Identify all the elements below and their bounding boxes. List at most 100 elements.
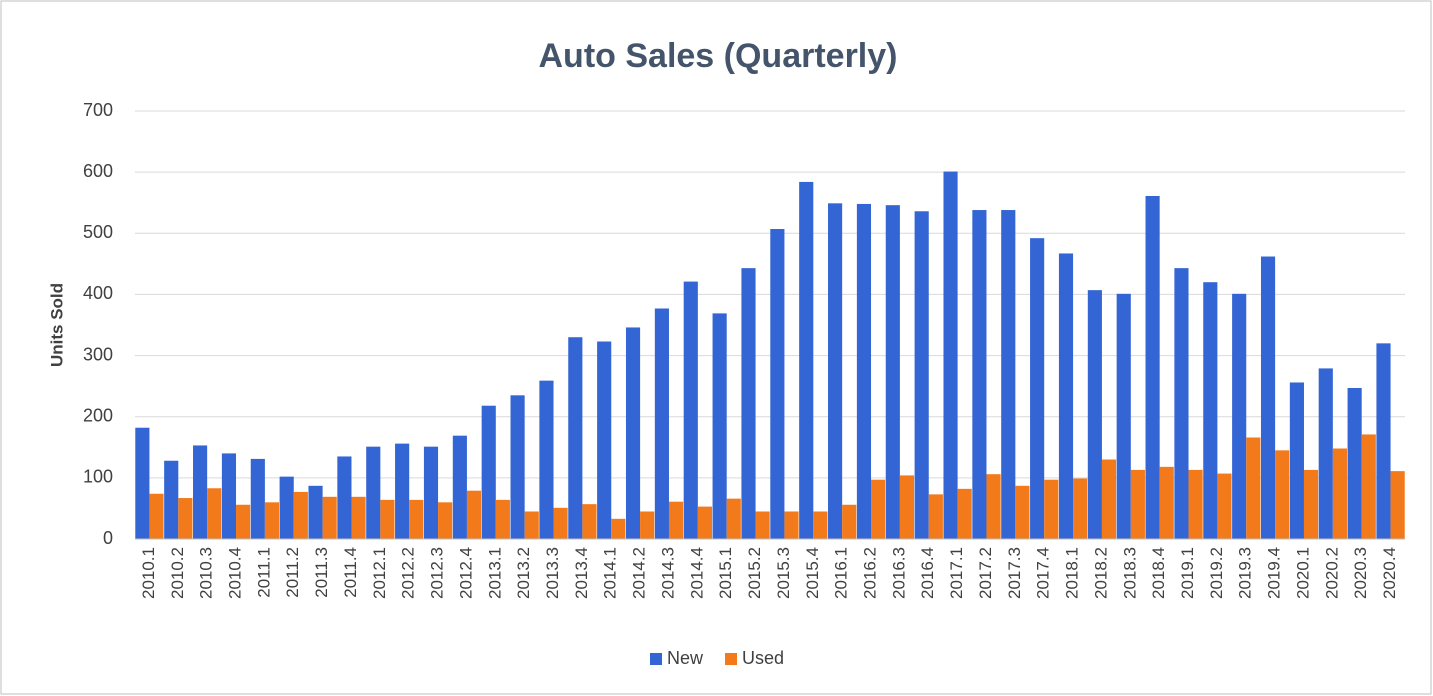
bar: [640, 511, 655, 539]
bar: [193, 445, 208, 539]
bar: [1130, 469, 1145, 539]
x-tick-label: 2010.4: [226, 547, 245, 599]
bar: [1303, 469, 1319, 539]
bar: [726, 498, 741, 539]
bar: [495, 499, 510, 539]
x-tick-label: 2017.3: [1005, 547, 1024, 599]
x-tick-label: 2018.1: [1063, 547, 1082, 599]
bar: [784, 511, 799, 539]
bar: [524, 511, 539, 539]
bar: [1174, 268, 1189, 539]
bar: [799, 181, 814, 539]
x-tick-label: 2012.2: [399, 547, 418, 599]
x-tick-label: 2019.3: [1236, 547, 1255, 599]
bar: [481, 405, 496, 539]
x-tick-label: 2010.1: [139, 547, 158, 599]
bar: [755, 511, 770, 539]
x-tick-label: 2016.1: [832, 547, 851, 599]
x-tick-label: 2014.1: [601, 547, 620, 599]
bar: [1347, 387, 1362, 539]
legend-label: New: [667, 648, 704, 668]
bar: [322, 496, 337, 539]
bar: [1087, 290, 1102, 539]
x-tick-label: 2011.4: [341, 547, 360, 598]
y-tick-label: 400: [83, 283, 113, 303]
bar: [1246, 437, 1261, 539]
bar: [1044, 479, 1059, 539]
x-tick-label: 2018.2: [1091, 547, 1110, 599]
legend-label: Used: [742, 648, 784, 668]
x-tick-label: 2017.4: [1034, 547, 1053, 599]
bar: [712, 313, 727, 539]
bar: [308, 485, 323, 539]
bar: [668, 501, 684, 539]
bar: [1217, 473, 1232, 539]
bar: [1073, 478, 1088, 539]
x-tick-label: 2017.1: [947, 547, 966, 599]
bar: [741, 268, 756, 539]
x-tick-label: 2011.2: [283, 547, 302, 598]
bar: [395, 443, 410, 539]
bar: [178, 498, 193, 539]
bar: [1159, 466, 1174, 539]
bar: [438, 502, 453, 539]
bar: [264, 502, 280, 539]
x-tick-label: 2013.1: [485, 547, 504, 599]
bar: [914, 211, 929, 539]
y-tick-label: 100: [83, 467, 113, 487]
bar: [221, 453, 237, 539]
x-tick-label: 2020.3: [1351, 547, 1370, 599]
bar: [986, 474, 1001, 539]
bar: [1116, 293, 1131, 539]
bar: [452, 435, 467, 539]
x-tick-label: 2016.2: [861, 547, 880, 599]
bar: [625, 327, 641, 539]
bar: [164, 460, 179, 539]
bar: [1260, 256, 1276, 539]
bar: [1188, 469, 1203, 539]
bar: [582, 504, 597, 539]
x-tick-label: 2018.3: [1120, 547, 1139, 599]
bar: [135, 427, 150, 539]
bar: [597, 341, 612, 539]
bar: [207, 488, 222, 539]
bar: [539, 380, 554, 539]
bar: [899, 475, 915, 539]
bar: [683, 281, 698, 539]
bar: [279, 476, 294, 539]
bar: [466, 490, 482, 539]
bar: [1332, 448, 1347, 539]
bar: [1390, 471, 1405, 539]
y-tick-label: 700: [83, 100, 113, 120]
bar: [871, 479, 886, 539]
bar: [149, 493, 164, 539]
x-tick-label: 2015.3: [774, 547, 793, 599]
y-tick-label: 200: [83, 405, 113, 425]
x-tick-label: 2013.4: [572, 547, 591, 599]
bar: [1376, 343, 1391, 539]
y-tick-label: 300: [83, 344, 113, 364]
x-tick-label: 2015.4: [803, 547, 822, 599]
bar: [337, 456, 352, 539]
chart-title: Auto Sales (Quarterly): [539, 37, 898, 75]
bar: [423, 446, 439, 539]
bar: [1030, 238, 1045, 540]
bar: [553, 507, 568, 539]
bar: [409, 499, 424, 539]
x-tick-label: 2013.2: [514, 547, 533, 599]
x-tick-label: 2020.4: [1380, 547, 1399, 599]
y-axis-label: Units Sold: [47, 283, 66, 367]
bar: [697, 506, 712, 539]
y-tick-label: 500: [83, 222, 113, 242]
x-tick-label: 2017.2: [976, 547, 995, 599]
x-tick-label: 2010.2: [168, 547, 187, 599]
x-tick-label: 2014.2: [630, 547, 649, 599]
bar: [828, 203, 843, 539]
bar: [957, 488, 972, 539]
bar: [813, 511, 828, 539]
bar: [928, 494, 943, 539]
x-tick-label: 2011.3: [312, 547, 331, 598]
bar: [293, 491, 308, 539]
legend-swatch: [725, 653, 738, 665]
